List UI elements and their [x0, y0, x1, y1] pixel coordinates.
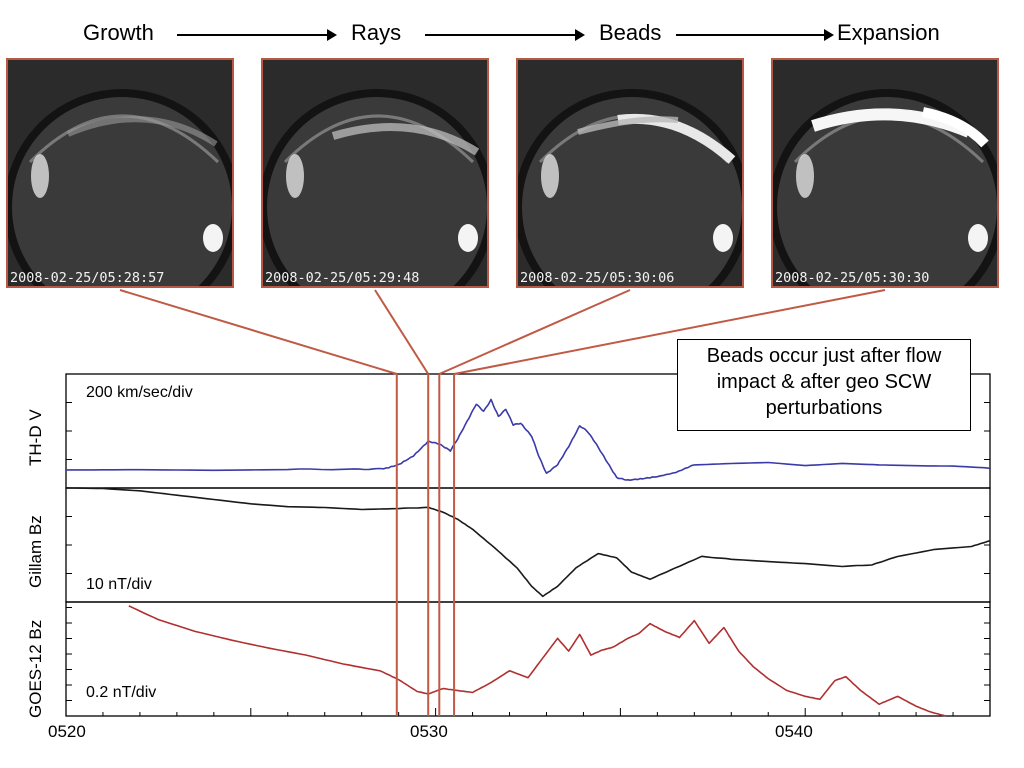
phase-expansion: Expansion: [837, 20, 940, 45]
annotation-callout: Beads occur just after flow impact & aft…: [677, 339, 971, 431]
callout-line-1: Beads occur just after flow: [706, 345, 942, 367]
frame-timestamp: 2008-02-25/05:30:06: [520, 270, 675, 286]
series-line-2: [65, 487, 991, 598]
allsky-image: [8, 89, 232, 286]
event-connector-2: [374, 289, 430, 375]
frame-timestamp: 2008-02-25/05:29:48: [265, 270, 420, 286]
series-line-1: [66, 398, 991, 481]
allsky-image: [263, 89, 487, 286]
phase-beads: Beads: [599, 20, 662, 45]
frame-timestamp: 2008-02-25/05:28:57: [10, 270, 165, 286]
scale-thd-v: 200 km/sec/div: [86, 384, 193, 401]
allsky-image: [518, 89, 742, 286]
callout-line-3: perturbations: [765, 397, 883, 419]
phase-arrow-1: [177, 29, 337, 41]
ylabel-goes12-bz: GOES-12 Bz: [26, 619, 45, 718]
xtick-0540: 0540: [775, 722, 813, 741]
series-line-3: [128, 605, 946, 717]
phase-growth: Growth: [83, 20, 154, 45]
allsky-frame-rays: 2008-02-25/05:29:48: [261, 58, 489, 288]
xtick-0530: 0530: [410, 722, 448, 741]
phase-arrow-3: [676, 29, 834, 41]
allsky-frame-expansion: 2008-02-25/05:30:30: [771, 58, 999, 288]
event-connector-3: [438, 289, 631, 375]
ylabel-thd-v: TH-D V: [26, 409, 45, 466]
allsky-image: [773, 89, 997, 286]
panel-frame: [65, 601, 991, 717]
allsky-frame-beads: 2008-02-25/05:30:06: [516, 58, 744, 288]
allsky-frame-growth: 2008-02-25/05:28:57: [6, 58, 234, 288]
scale-gillam-bz: 10 nT/div: [86, 576, 152, 593]
panel-frame: [65, 487, 991, 603]
phase-rays: Rays: [351, 20, 402, 45]
ylabel-gillam-bz: Gillam Bz: [26, 515, 45, 588]
xtick-0520: 0520: [48, 722, 86, 741]
frame-timestamp: 2008-02-25/05:30:30: [775, 270, 930, 286]
phase-arrow-2: [425, 29, 585, 41]
event-connector-1: [119, 289, 398, 375]
callout-line-2: impact & after geo SCW: [716, 371, 932, 393]
event-connector-4: [453, 289, 886, 375]
scale-goes12-bz: 0.2 nT/div: [86, 684, 157, 701]
